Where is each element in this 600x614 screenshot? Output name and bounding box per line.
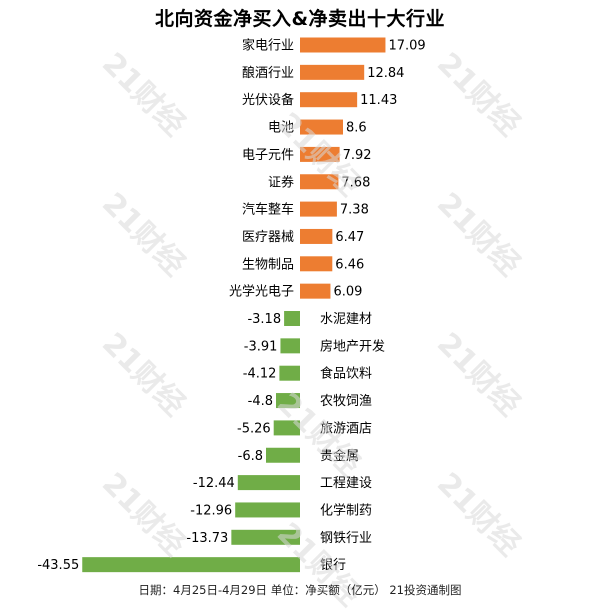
- bar: [300, 174, 339, 190]
- bar: [300, 283, 331, 299]
- chart-footer: 日期：4月25日-4月29日 单位：净买额（亿元） 21投资通制图: [138, 583, 462, 597]
- category-label: 酿酒行业: [242, 65, 294, 81]
- category-label: 证券: [268, 174, 294, 190]
- value-label: 7.38: [340, 203, 369, 218]
- value-label: 7.68: [341, 175, 370, 190]
- category-label: 水泥建材: [320, 312, 372, 327]
- bar: [300, 92, 358, 108]
- value-label: 7.92: [343, 148, 372, 163]
- bar: [300, 64, 365, 80]
- bar: [300, 146, 340, 162]
- bar: [300, 228, 333, 244]
- category-label: 食品饮料: [320, 366, 372, 382]
- category-label: 汽车整车: [242, 202, 294, 218]
- bar: [82, 557, 300, 573]
- bar: [300, 201, 337, 217]
- bar: [300, 119, 343, 135]
- value-label: 6.09: [333, 285, 362, 300]
- value-label: 6.47: [335, 230, 364, 245]
- bar-chart: 家电行业 17.09 酿酒行业 12.84 光伏设备 11.43 电池 8.6 电子元件 7.92…: [37, 37, 426, 573]
- category-label: 工程建设: [320, 476, 372, 491]
- category-label: 医疗器械: [242, 230, 294, 245]
- value-label: 6.46: [335, 257, 364, 272]
- category-label: 银行: [320, 558, 346, 573]
- value-label: -5.26: [237, 421, 271, 436]
- category-label: 旅游酒店: [320, 421, 372, 436]
- bar: [276, 393, 300, 409]
- value-label: -4.12: [243, 367, 277, 382]
- category-label: 家电行业: [242, 38, 294, 54]
- value-label: -3.18: [247, 312, 281, 327]
- category-label: 钢铁行业: [320, 531, 372, 546]
- category-label: 贵金属: [320, 448, 359, 464]
- value-label: -12.96: [190, 503, 232, 518]
- category-label: 农牧饲渔: [320, 394, 372, 409]
- category-label: 电子元件: [242, 148, 294, 163]
- value-label: -6.8: [238, 449, 263, 464]
- value-label: 17.09: [388, 39, 425, 54]
- value-label: -12.44: [193, 476, 235, 491]
- bar: [279, 365, 300, 381]
- category-label: 电池: [268, 121, 294, 136]
- bar: [235, 502, 300, 518]
- value-label: -4.8: [248, 394, 273, 409]
- category-label: 化学制药: [320, 502, 372, 518]
- chart-title: 北向资金净买入&净卖出十大行业: [154, 8, 446, 30]
- bar: [266, 447, 300, 463]
- bar: [300, 256, 333, 272]
- value-label: 12.84: [367, 66, 404, 81]
- bar: [280, 338, 300, 354]
- value-label: 8.6: [346, 121, 367, 136]
- bar: [284, 311, 300, 326]
- bar: [237, 475, 300, 491]
- category-label: 光学光电子: [229, 284, 294, 300]
- category-label: 房地产开发: [320, 338, 385, 354]
- value-label: 11.43: [360, 93, 397, 108]
- bar: [300, 37, 386, 53]
- bar: [231, 529, 300, 545]
- value-label: -3.91: [244, 339, 278, 354]
- bar: [273, 420, 300, 436]
- value-label: -43.55: [37, 558, 79, 573]
- category-label: 光伏设备: [242, 92, 294, 108]
- value-label: -13.73: [186, 531, 228, 546]
- category-label: 生物制品: [242, 257, 294, 272]
